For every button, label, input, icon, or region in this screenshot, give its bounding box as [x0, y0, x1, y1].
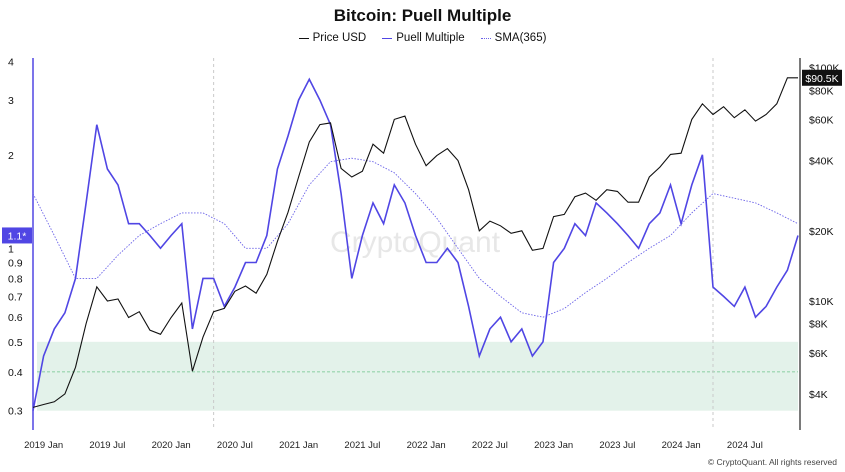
right-tick-label-0: $4K — [809, 389, 828, 401]
watermark-text: CryptoQuant — [330, 226, 501, 259]
x-tick-label-9: 2023 Jul — [599, 440, 635, 451]
copyright-credit: © CryptoQuant. All rights reserved — [707, 457, 837, 467]
right-tick-label-4: $20K — [809, 226, 834, 238]
x-tick-label-7: 2022 Jul — [472, 440, 508, 451]
x-tick-label-6: 2022 Jan — [407, 440, 446, 451]
right-value-marker: $90.5K — [802, 69, 842, 86]
right-marker-badge — [802, 69, 842, 86]
left-tick-label-1: 0.4 — [8, 367, 23, 379]
legend-item-price[interactable]: Price USD — [298, 32, 367, 44]
sma-series-line — [32, 157, 799, 318]
left-tick-label-0: 0.3 — [8, 406, 23, 418]
right-tick-label-5: $40K — [809, 156, 834, 168]
legend-label-price: Price USD — [312, 32, 367, 44]
x-tick-label-10: 2024 Jan — [662, 440, 701, 451]
legend-item-puell[interactable]: Puell Multiple — [382, 32, 465, 44]
legend-swatch-sma — [480, 37, 491, 39]
left-value-marker: 1.1* — [2, 227, 32, 244]
x-tick-label-4: 2021 Jan — [279, 440, 318, 451]
x-tick-label-3: 2020 Jul — [217, 440, 253, 451]
x-tick-label-0: 2019 Jan — [24, 440, 63, 451]
left-axis-ticks: 0.3 0.4 0.5 0.6 0.7 0.8 0.9 1 2 3 4 — [8, 56, 23, 417]
halving-lines — [213, 58, 714, 430]
legend-item-sma[interactable]: SMA(365) — [480, 32, 547, 44]
price-series-line — [32, 77, 798, 408]
left-tick-label-10: 4 — [8, 56, 14, 68]
right-tick-label-6: $60K — [809, 114, 834, 126]
puell-series-line — [32, 77, 799, 411]
x-tick-label-11: 2024 Jul — [727, 440, 763, 451]
right-tick-label-7: $80K — [809, 85, 834, 97]
left-tick-label-3: 0.6 — [8, 312, 23, 324]
chart-legend: Price USD Puell Multiple SMA(365) — [0, 32, 845, 44]
left-marker-badge — [2, 227, 32, 244]
legend-label-puell: Puell Multiple — [396, 32, 465, 44]
right-tick-label-2: $8K — [809, 319, 828, 331]
legend-label-sma: SMA(365) — [494, 32, 547, 44]
left-tick-label-8: 2 — [8, 150, 14, 162]
left-tick-label-7: 1 — [8, 243, 14, 255]
accumulation-band — [37, 341, 798, 411]
left-tick-label-4: 0.7 — [8, 291, 23, 303]
left-tick-label-5: 0.8 — [8, 273, 23, 285]
legend-swatch-price — [298, 37, 309, 39]
left-tick-label-6: 0.9 — [8, 258, 23, 270]
x-tick-label-2: 2020 Jan — [152, 440, 191, 451]
x-axis-ticks: 2019 Jan 2019 Jul 2020 Jan 2020 Jul 2021 Jan… — [24, 440, 763, 451]
right-tick-label-1: $6K — [809, 348, 828, 360]
right-tick-label-3: $10K — [809, 296, 834, 308]
left-tick-label-9: 3 — [8, 95, 14, 107]
right-marker-label: $90.5K — [805, 73, 838, 85]
left-marker-label: 1.1* — [8, 230, 27, 242]
x-tick-label-5: 2021 Jul — [344, 440, 380, 451]
legend-swatch-puell — [382, 37, 393, 39]
x-tick-label-1: 2019 Jul — [89, 440, 125, 451]
left-tick-label-2: 0.5 — [8, 337, 23, 349]
chart-title: Bitcoin: Puell Multiple — [333, 6, 512, 25]
x-tick-label-8: 2023 Jan — [534, 440, 573, 451]
right-axis-ticks: $4K$6K$8K$10K$20K$40K$60K$80K$100K — [809, 63, 839, 401]
